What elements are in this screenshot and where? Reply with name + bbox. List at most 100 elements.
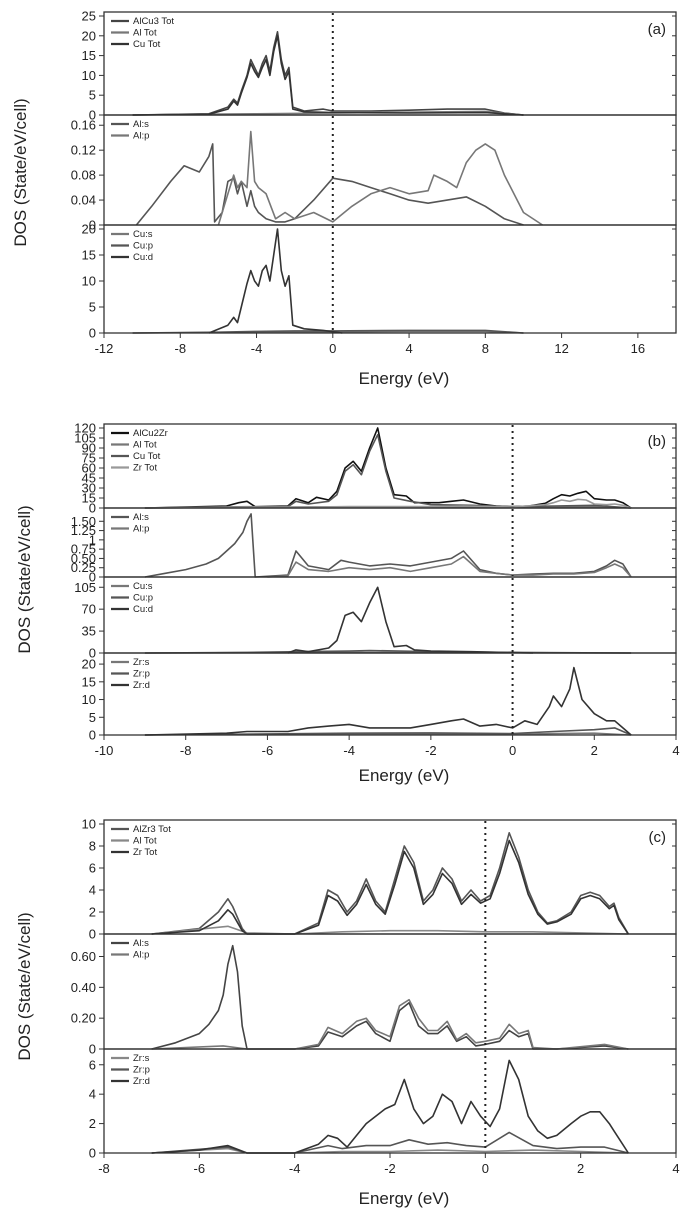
legend-label: Al Tot [133,440,157,451]
x-tick-label: -4 [251,341,263,356]
y-tick-label: 1.50 [71,514,96,529]
y-tick-label: 15 [82,491,96,506]
y-tick-label: 10 [82,68,96,83]
y-tick-label: 0 [89,1042,96,1057]
subplot-c-3: 0 2 4 6 Zr:sZr:pZr:d [89,1048,677,1161]
legend-label: Al Tot [133,28,157,39]
x-tick-label: -8 [180,743,192,758]
y-tick-label: 10 [82,274,96,289]
y-tick-label: 60 [82,461,96,476]
series-line-cu-d [287,586,534,654]
y-tick-label: 0.75 [71,542,96,557]
x-axis-label: Energy (eV) [359,766,450,785]
y-tick-label: 15 [82,248,96,263]
subplot-frame [103,507,677,578]
series-line-zr-tot [144,498,632,509]
series-line-alzr3-tot [151,831,629,935]
y-tick-label: 0.25 [71,560,96,575]
legend-label: Zr Tot [133,463,157,474]
x-tick-label: -10 [95,743,114,758]
y-tick-label: 1.25 [71,523,96,538]
legend-label: Al:p [133,131,149,142]
y-tick-label: 30 [82,481,96,496]
series-line-alcu2zr [144,427,632,509]
x-axis-label: Energy (eV) [359,1189,450,1208]
x-tick-label: -6 [262,743,274,758]
x-tick-label: -8 [174,341,186,356]
x-tick-label: 0 [482,1161,489,1176]
subplot-a-2: 0 0.04 0.08 0.12 0.16 Al:sAl:p [71,114,677,233]
x-tick-label: 2 [591,743,598,758]
x-tick-label: -8 [98,1161,110,1176]
y-tick-label: 0 [89,646,96,661]
legend-label: Cu:d [133,252,153,263]
legend-label: Zr Tot [133,847,157,858]
y-tick-label: 0.08 [71,168,96,183]
legend-label: Al:s [133,512,149,523]
x-tick-label: -12 [95,341,114,356]
x-tick-label: 8 [482,341,489,356]
panel-tag: (b) [648,433,666,450]
series-line-al-p [217,130,543,226]
legend-label: AlCu3 Tot [133,16,174,27]
y-tick-label: 0 [89,108,96,123]
y-tick-label: 8 [89,839,96,854]
y-tick-label: 0.50 [71,551,96,566]
legend-label: Cu Tot [133,39,161,50]
x-tick-label: 16 [631,341,645,356]
subplot-b-4: 0 5 10 15 20 Zr:sZr:pZr:d [82,652,677,743]
x-tick-label: 0 [509,743,516,758]
y-tick-label: 25 [82,9,96,24]
y-tick-label: 4 [89,883,96,898]
x-tick-label: 0 [329,341,336,356]
legend-label: Al Tot [133,836,157,847]
legend-label: Al:p [133,950,149,961]
x-tick-label: -6 [194,1161,206,1176]
y-tick-label: 5 [89,300,96,315]
legend-label: Cu Tot [133,451,161,462]
y-tick-label: 10 [82,692,96,707]
subplot-a-3: 0 5 10 15 20 Cu:sCu:pCu:d [82,222,677,341]
series-line-al-s [135,143,524,226]
x-tick-label: -2 [384,1161,396,1176]
y-tick-label: 10 [82,817,96,832]
subplot-frame [103,1048,677,1154]
y-tick-label: 15 [82,48,96,63]
legend-label: Cu:d [133,604,153,615]
y-axis-label: DOS (State/eV/cell) [11,98,30,246]
legend-label: Al:s [133,938,149,949]
y-tick-label: 6 [89,861,96,876]
subplot-frame [103,576,677,654]
y-tick-label: 0.12 [71,143,96,158]
legend-label: Cu:s [133,581,153,592]
legend-label: AlZr3 Tot [133,824,171,835]
y-tick-label: 20 [82,222,96,237]
x-tick-label: 4 [672,743,679,758]
panel-tag: (c) [649,829,667,846]
x-tick-label: 4 [405,341,412,356]
x-tick-label: 12 [554,341,568,356]
legend-label: Zr:s [133,1053,150,1064]
y-tick-label: 4 [89,1087,96,1102]
series-line-cu-tot [132,34,524,116]
subplot-frame [103,114,677,226]
y-tick-label: 0.40 [71,980,96,995]
subplot-frame [103,11,677,116]
y-tick-label: 90 [82,441,96,456]
y-tick-label: 0 [89,1146,96,1161]
y-tick-label: 5 [89,710,96,725]
y-tick-label: 105 [74,431,96,446]
x-tick-label: 2 [577,1161,584,1176]
y-tick-label: 0.16 [71,118,96,133]
y-tick-label: 70 [82,602,96,617]
x-tick-label: -4 [343,743,355,758]
y-axis-label: DOS (State/eV/cell) [15,912,34,1060]
y-tick-label: 0.04 [71,193,96,208]
y-tick-label: 5 [89,88,96,103]
